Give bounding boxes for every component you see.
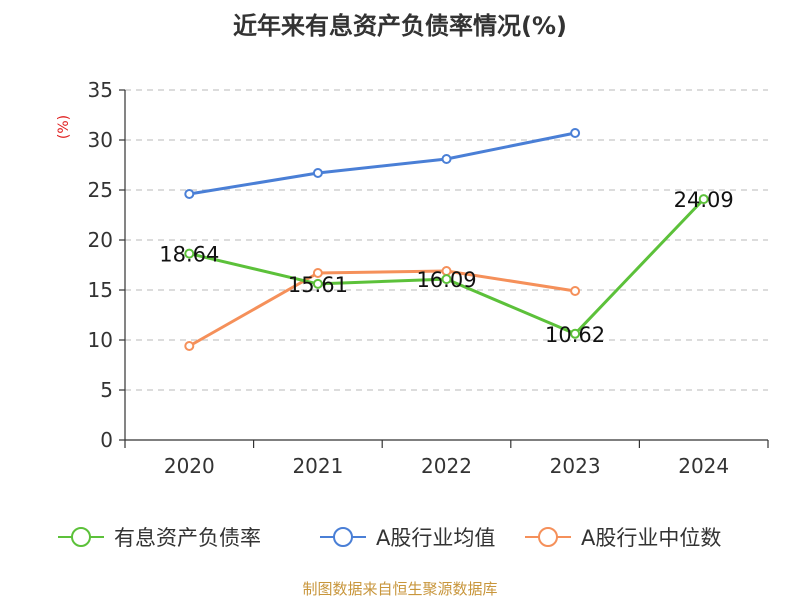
data-point bbox=[184, 248, 195, 259]
data-point bbox=[312, 278, 323, 289]
series-line bbox=[188, 269, 576, 348]
legend-label: A股行业中位数 bbox=[581, 526, 721, 550]
data-label: 24.09 bbox=[674, 188, 734, 212]
data-point bbox=[570, 286, 581, 296]
x-tick-label: 2023 bbox=[550, 454, 601, 478]
data-point bbox=[184, 341, 195, 351]
data-label: 16.09 bbox=[416, 268, 476, 292]
data-point bbox=[441, 274, 452, 285]
series bbox=[184, 128, 709, 351]
x-tick-label: 2020 bbox=[164, 454, 215, 478]
y-tick-label: 15 bbox=[88, 278, 113, 302]
axes: 0 5 10 15 20 25 30 35 2020 2021 2022 2023 2024 bbox=[88, 78, 769, 478]
legend-marker bbox=[71, 527, 91, 547]
data-point bbox=[312, 168, 323, 178]
data-label: 10.62 bbox=[545, 323, 605, 347]
data-point bbox=[698, 194, 709, 205]
x-tick-label: 2024 bbox=[678, 454, 729, 478]
chart-title: 近年来有息资产负债率情况(%) bbox=[233, 12, 567, 40]
data-point bbox=[570, 328, 581, 339]
y-tick-label: 0 bbox=[100, 428, 113, 452]
y-tick-label: 20 bbox=[88, 228, 113, 252]
data-label: 18.64 bbox=[159, 243, 219, 267]
x-tick-label: 2021 bbox=[292, 454, 343, 478]
data-label: 15.61 bbox=[288, 273, 348, 297]
x-tick-label: 2022 bbox=[421, 454, 472, 478]
data-point bbox=[441, 154, 452, 164]
legend-label: 有息资产负债率 bbox=[114, 526, 261, 550]
source-note: 制图数据来自恒生聚源数据库 bbox=[302, 580, 497, 598]
y-tick-label: 10 bbox=[88, 328, 113, 352]
y-tick-label: 35 bbox=[88, 78, 113, 102]
legend-label: A股行业均值 bbox=[376, 526, 495, 550]
data-point bbox=[570, 128, 581, 138]
legend-marker bbox=[333, 527, 353, 547]
series-line bbox=[189, 131, 576, 196]
data-point bbox=[184, 189, 195, 199]
y-tick-label: 25 bbox=[88, 178, 113, 202]
legend-marker bbox=[538, 527, 558, 547]
legend: 有息资产负债率 A股行业均值 A股行业中位数 bbox=[58, 526, 721, 550]
data-labels: 18.64 15.61 16.09 10.62 24.09 bbox=[159, 188, 734, 347]
grid bbox=[125, 89, 768, 391]
data-point bbox=[312, 268, 323, 278]
y-tick-label: 30 bbox=[88, 128, 113, 152]
y-tick-label: 5 bbox=[100, 378, 113, 402]
y-axis-unit: (%) bbox=[56, 115, 72, 139]
